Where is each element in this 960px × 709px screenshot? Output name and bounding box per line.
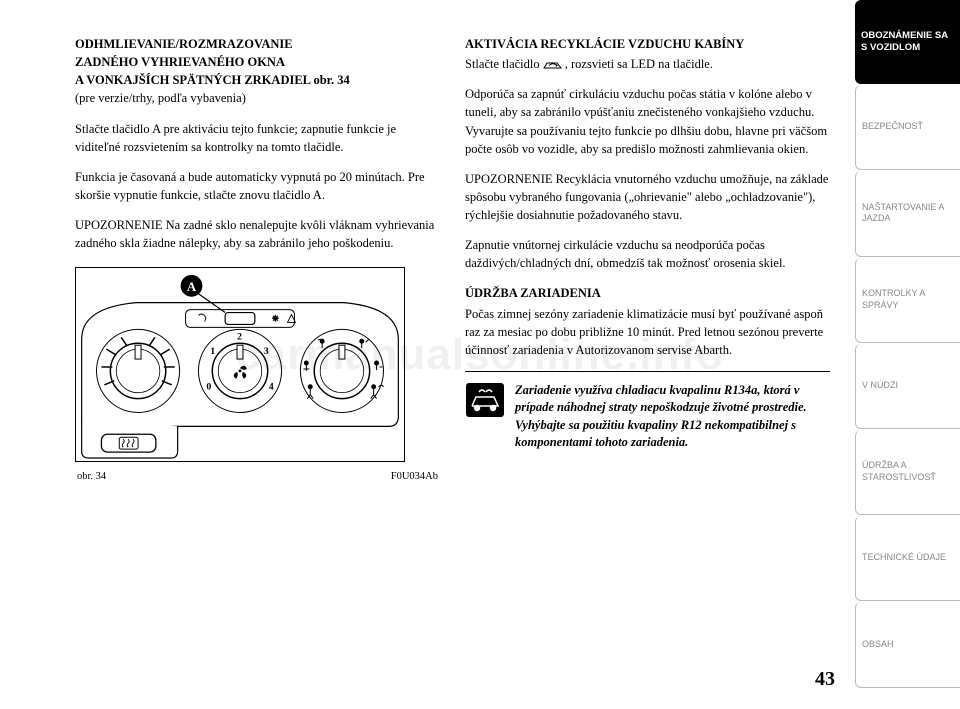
two-column-layout: ODHMLIEVANIE/ROZMRAZOVANIE ZADNÉHO VYHRI… [75, 35, 830, 694]
right-para-1: Stlačte tlačidlo , rozsvieti sa LED na t… [465, 55, 830, 73]
left-para-1: Stlačte tlačidlo A pre aktiváciu tejto f… [75, 120, 440, 156]
sidebar-tab-bezpecnost[interactable]: BEZPEČNOSŤ [855, 85, 960, 170]
left-column: ODHMLIEVANIE/ROZMRAZOVANIE ZADNÉHO VYHRI… [75, 35, 440, 694]
left-para-2: Funkcia je časovaná a bude automaticky v… [75, 168, 440, 204]
page-number: 43 [815, 668, 835, 691]
right-para-5: Počas zimnej sezóny zariadenie klimatizá… [465, 305, 830, 359]
fan-0: 0 [206, 382, 211, 393]
svg-text:✷: ✷ [272, 314, 280, 324]
warning-text: Zariadenie využíva chladiacu kvapalinu R… [515, 382, 830, 452]
heading-line-2: ZADNÉHO VYHRIEVANÉHO OKNA [75, 55, 285, 69]
sidebar-tab-technicke[interactable]: TECHNICKÉ ÚDAJE [855, 516, 960, 601]
left-para-3: UPOZORNENIE Na zadné sklo nenalepujte kv… [75, 216, 440, 252]
sidebar-tab-nastartovanie[interactable]: NAŠTARTOVANIE A JAZDA [855, 171, 960, 256]
sidebar-nav: OBOZNÁMENIE SA S VOZIDLOM BEZPEČNOSŤ NAŠ… [855, 0, 960, 709]
figure-label-right: F0U034Ab [391, 469, 438, 484]
warning-car-icon [465, 382, 505, 418]
heading-maintenance: ÚDRŽBA ZARIADENIA [465, 284, 830, 302]
sidebar-spacer [855, 689, 960, 709]
right-para-3: UPOZORNENIE Recyklácia vnutorného vzduch… [465, 170, 830, 224]
heading-note: (pre verzie/trhy, podľa vybavenia) [75, 91, 246, 105]
heading-recirculation: AKTIVÁCIA RECYKLÁCIE VZDUCHU KABÍNY [465, 35, 830, 53]
fan-4: 4 [269, 382, 274, 393]
heading-line-1: ODHMLIEVANIE/ROZMRAZOVANIE [75, 37, 293, 51]
sidebar-tab-oboznamenie[interactable]: OBOZNÁMENIE SA S VOZIDLOM [855, 0, 960, 84]
figure-label-left: obr. 34 [77, 469, 106, 484]
content-area: ODHMLIEVANIE/ROZMRAZOVANIE ZADNÉHO VYHRI… [0, 0, 855, 709]
page-container: ODHMLIEVANIE/ROZMRAZOVANIE ZADNÉHO VYHRI… [0, 0, 960, 709]
right-para-4: Zapnutie vnútornej cirkulácie vzduchu sa… [465, 236, 830, 272]
callout-a-label: A [187, 280, 197, 294]
figure-caption: obr. 34 F0U034Ab [75, 467, 440, 484]
figure-34: ✷ [75, 267, 440, 484]
heading-defrost: ODHMLIEVANIE/ROZMRAZOVANIE ZADNÉHO VYHRI… [75, 35, 440, 108]
sidebar-tab-obsah[interactable]: OBSAH [855, 602, 960, 687]
recirculate-icon [543, 60, 565, 71]
fan-2: 2 [237, 332, 242, 343]
fan-3: 3 [264, 346, 269, 357]
dashboard-illustration: ✷ [75, 267, 405, 462]
sidebar-tab-udrzba[interactable]: ÚDRŽBA A STAROSTLIVOSŤ [855, 430, 960, 515]
warning-box: Zariadenie využíva chladiacu kvapalinu R… [465, 371, 830, 452]
right-para-2: Odporúča sa zapnúť cirkuláciu vzduchu po… [465, 85, 830, 158]
right-column: AKTIVÁCIA RECYKLÁCIE VZDUCHU KABÍNY Stla… [465, 35, 830, 694]
fan-1: 1 [210, 346, 215, 357]
sidebar-tab-vnudzi[interactable]: V NÚDZI [855, 344, 960, 429]
heading-line-3: A VONKAJŠÍCH SPÄTNÝCH ZRKADIEL obr. 34 [75, 73, 350, 87]
sidebar-tab-kontrolky[interactable]: KONTROLKY A SPRÁVY [855, 258, 960, 343]
